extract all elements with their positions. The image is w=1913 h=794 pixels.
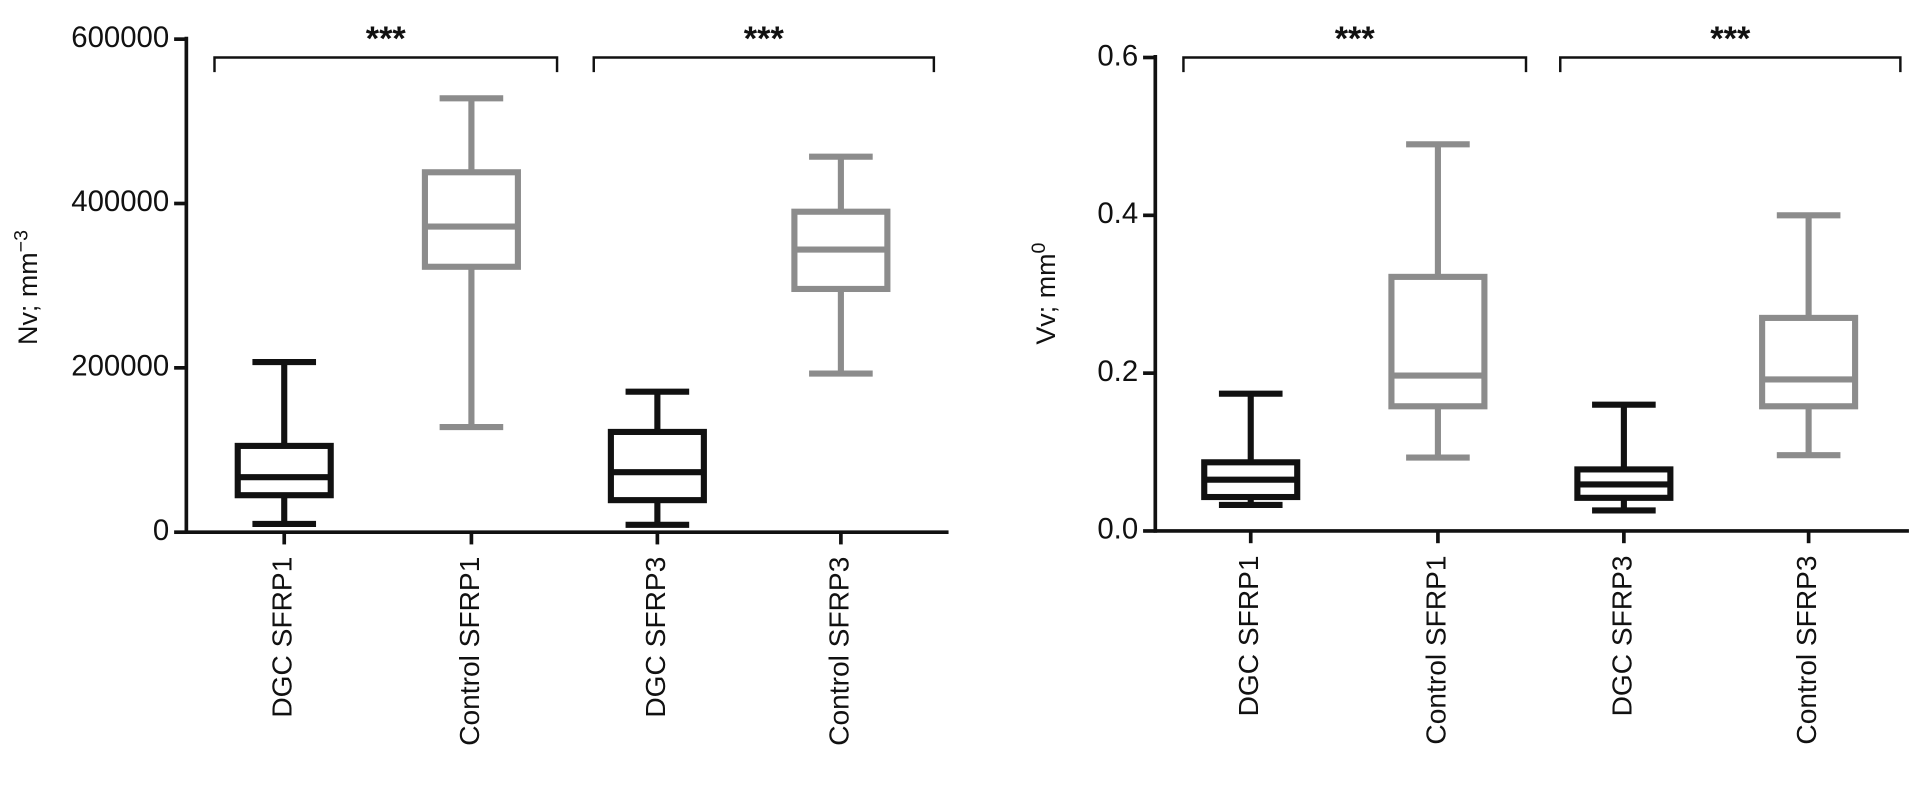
x-tick-label: Control SFRP3 — [823, 557, 854, 746]
y-axis-label-sup: 0 — [1028, 242, 1050, 253]
box — [421, 169, 521, 270]
y-axis-label-text: Vv; mm — [1031, 253, 1061, 344]
y-tick-label: 200000 — [71, 350, 169, 383]
y-axis-label: Vv; mm0 — [1028, 242, 1061, 344]
significance-bracket — [213, 56, 559, 73]
x-tick-label: Control SFRP1 — [454, 557, 485, 746]
x-tick-label: DGC SFRP3 — [1606, 555, 1637, 716]
significance-label: *** — [744, 20, 785, 58]
significance-label: *** — [1335, 20, 1376, 58]
y-tick-label: 0.0 — [1097, 513, 1138, 546]
significance-bracket — [1182, 56, 1528, 73]
significance-label: *** — [366, 20, 407, 58]
significance-bracket — [1559, 56, 1902, 73]
x-tick-label: Control SFRP1 — [1420, 555, 1451, 744]
y-tick-label: 0.2 — [1097, 355, 1138, 388]
x-tick-label: DGC SFRP1 — [1233, 555, 1264, 716]
y-axis-label: Nv; mm−3 — [10, 230, 43, 345]
significance-bracket — [592, 56, 936, 73]
significance-label: *** — [1710, 20, 1751, 58]
y-axis-label-text: Nv; mm — [13, 252, 43, 345]
y-tick-label: 0.6 — [1097, 39, 1138, 72]
box — [1759, 314, 1859, 410]
x-tick-label: DGC SFRP3 — [640, 557, 671, 718]
x-tick-label: Control SFRP3 — [1791, 555, 1822, 744]
y-axis-label-sup: −3 — [10, 230, 32, 252]
y-tick-label: 0.4 — [1097, 197, 1138, 230]
y-tick-label: 400000 — [71, 185, 169, 218]
box — [607, 428, 707, 504]
y-tick-label: 0 — [153, 514, 169, 547]
x-tick-label: DGC SFRP1 — [267, 557, 298, 718]
box — [234, 442, 334, 499]
box — [1388, 273, 1488, 410]
y-tick-label: 600000 — [71, 21, 169, 54]
